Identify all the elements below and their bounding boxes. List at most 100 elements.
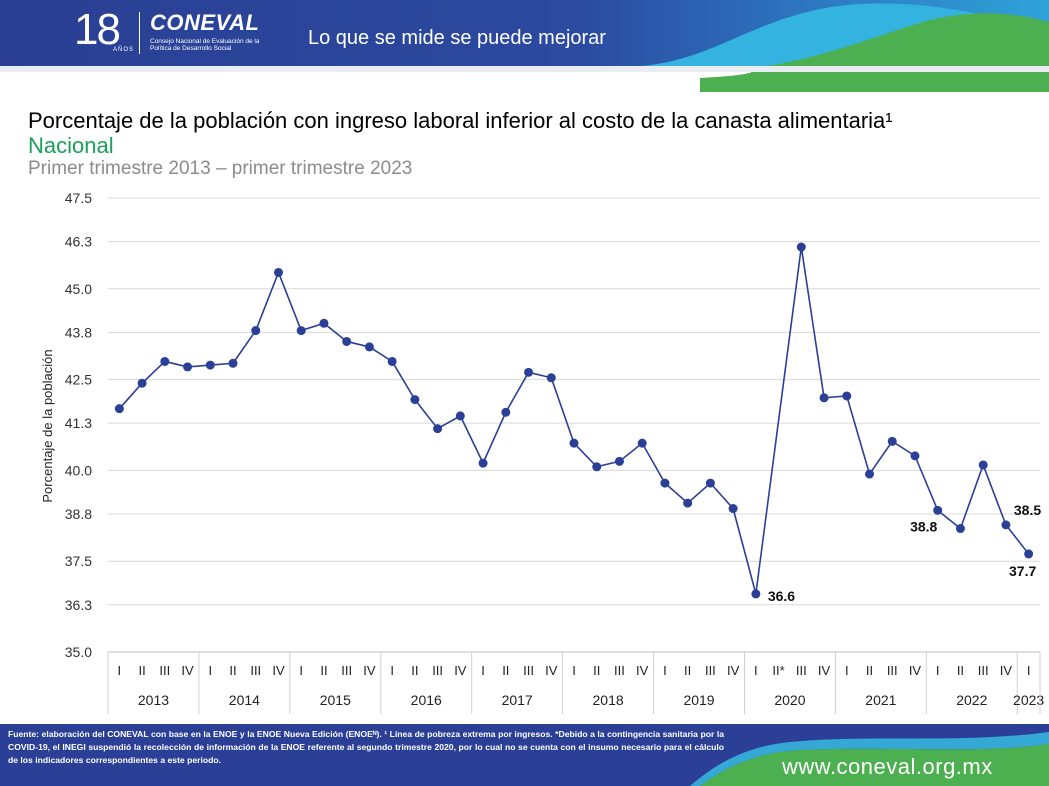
- data-point: [228, 358, 238, 368]
- gridlines: [108, 197, 1040, 653]
- data-point: [273, 267, 283, 277]
- data-point: [342, 336, 352, 346]
- data-point: [728, 504, 738, 514]
- x-tick-label: IV: [272, 663, 285, 678]
- data-point: [160, 356, 170, 366]
- year-label: 2020: [774, 692, 805, 708]
- y-tick-label: 45.0: [65, 281, 92, 297]
- y-axis-label: Porcentaje de la población: [40, 349, 55, 502]
- data-point: [524, 367, 534, 377]
- data-point: [478, 458, 488, 468]
- footer: Fuente: elaboración del CONEVAL con base…: [0, 724, 1049, 786]
- y-tick-label: 42.5: [65, 372, 92, 388]
- x-tick-label: III: [250, 663, 261, 678]
- logo-separator: [139, 12, 140, 54]
- x-tick-label: I: [572, 663, 576, 678]
- x-tick-label: IV: [636, 663, 649, 678]
- y-tick-label: 46.3: [65, 234, 92, 250]
- x-tick-label: IV: [1000, 663, 1013, 678]
- chart-title: Porcentaje de la población con ingreso l…: [28, 108, 893, 133]
- website-link[interactable]: www.coneval.org.mx: [782, 754, 993, 779]
- y-tick-label: 43.8: [65, 324, 92, 340]
- x-tick-label: II: [229, 663, 236, 678]
- x-tick-label: I: [390, 663, 394, 678]
- brand-logo: CONEVAL: [150, 10, 260, 35]
- y-tick-label: 38.8: [65, 506, 92, 522]
- x-tick-label: II: [502, 663, 509, 678]
- y-tick-label: 36.3: [65, 597, 92, 613]
- x-tick-label: I: [754, 663, 758, 678]
- data-point: [887, 436, 897, 446]
- header-banner: 18 AÑOS CONEVAL Consejo Nacional de Eval…: [0, 0, 1049, 92]
- data-point: [933, 505, 943, 515]
- series-nacional: [114, 242, 1034, 599]
- x-tick-label: III: [159, 663, 170, 678]
- x-tick-label: II: [684, 663, 691, 678]
- x-tick-label: I: [1027, 663, 1031, 678]
- data-point: [251, 326, 261, 336]
- x-tick-label: IV: [181, 663, 194, 678]
- year-label: 2013: [138, 692, 169, 708]
- x-tick-label: III: [614, 663, 625, 678]
- year-label: 2016: [411, 692, 442, 708]
- data-point: [137, 378, 147, 388]
- x-tick-label: III: [796, 663, 807, 678]
- x-tick-label: I: [481, 663, 485, 678]
- chart-subtitle: Nacional: [28, 133, 114, 158]
- source-note: Fuente: elaboración del CONEVAL con base…: [8, 729, 724, 765]
- y-tick-label: 35.0: [65, 644, 92, 660]
- data-point: [978, 460, 988, 470]
- data-point: [296, 326, 306, 336]
- x-tick-label: I: [663, 663, 667, 678]
- data-point: [364, 342, 374, 352]
- x-tick-label: I: [118, 663, 122, 678]
- data-point: [410, 395, 420, 405]
- x-tick-label: II: [411, 663, 418, 678]
- x-tick-label: II: [957, 663, 964, 678]
- data-point: [660, 478, 670, 488]
- data-point: [1024, 549, 1034, 559]
- x-tick-label: III: [887, 663, 898, 678]
- x-tick-label: IV: [818, 663, 831, 678]
- data-point: [546, 373, 556, 383]
- data-point: [592, 462, 602, 472]
- data-point: [455, 411, 465, 421]
- data-label: 37.7: [1009, 563, 1036, 579]
- y-tick-label: 40.0: [65, 462, 92, 478]
- data-point: [955, 524, 965, 534]
- y-tick-label: 41.3: [65, 415, 92, 431]
- x-tick-label: III: [341, 663, 352, 678]
- data-point: [183, 362, 193, 372]
- data-point: [637, 438, 647, 448]
- data-point: [205, 360, 215, 370]
- data-point: [114, 404, 124, 414]
- data-label: 36.6: [768, 588, 795, 604]
- x-axis: I II III IV I II III IV I II III IV I II III IV I II III IV…: [107, 652, 1044, 714]
- data-point: [614, 456, 624, 466]
- data-point: [751, 589, 761, 599]
- year-label: 2023: [1013, 692, 1044, 708]
- x-tick-label: II*: [772, 663, 784, 678]
- x-tick-label: II: [593, 663, 600, 678]
- data-label: 38.5: [1014, 502, 1041, 518]
- x-tick-label: IV: [545, 663, 558, 678]
- data-label: 38.8: [910, 518, 937, 534]
- data-point: [819, 393, 829, 403]
- x-tick-label: IV: [727, 663, 740, 678]
- data-point: [683, 498, 693, 508]
- x-tick-label: IV: [909, 663, 922, 678]
- year-label: 2018: [593, 692, 624, 708]
- x-tick-label: I: [208, 663, 212, 678]
- year-label: 2019: [683, 692, 714, 708]
- y-axis-ticks: 35.0 36.3 37.5 38.8 40.0 41.3 42.5 43.8 45.0 46.3…: [65, 190, 92, 660]
- x-tick-label: II: [320, 663, 327, 678]
- y-tick-label: 47.5: [65, 190, 92, 206]
- data-point: [705, 478, 715, 488]
- x-tick-label: III: [523, 663, 534, 678]
- data-point: [569, 438, 579, 448]
- data-point: [865, 469, 875, 479]
- data-labels: 36.6 38.8 38.5 37.7: [768, 502, 1042, 604]
- logo-18: 18: [74, 5, 121, 54]
- x-tick-label: III: [705, 663, 716, 678]
- data-point: [433, 424, 443, 434]
